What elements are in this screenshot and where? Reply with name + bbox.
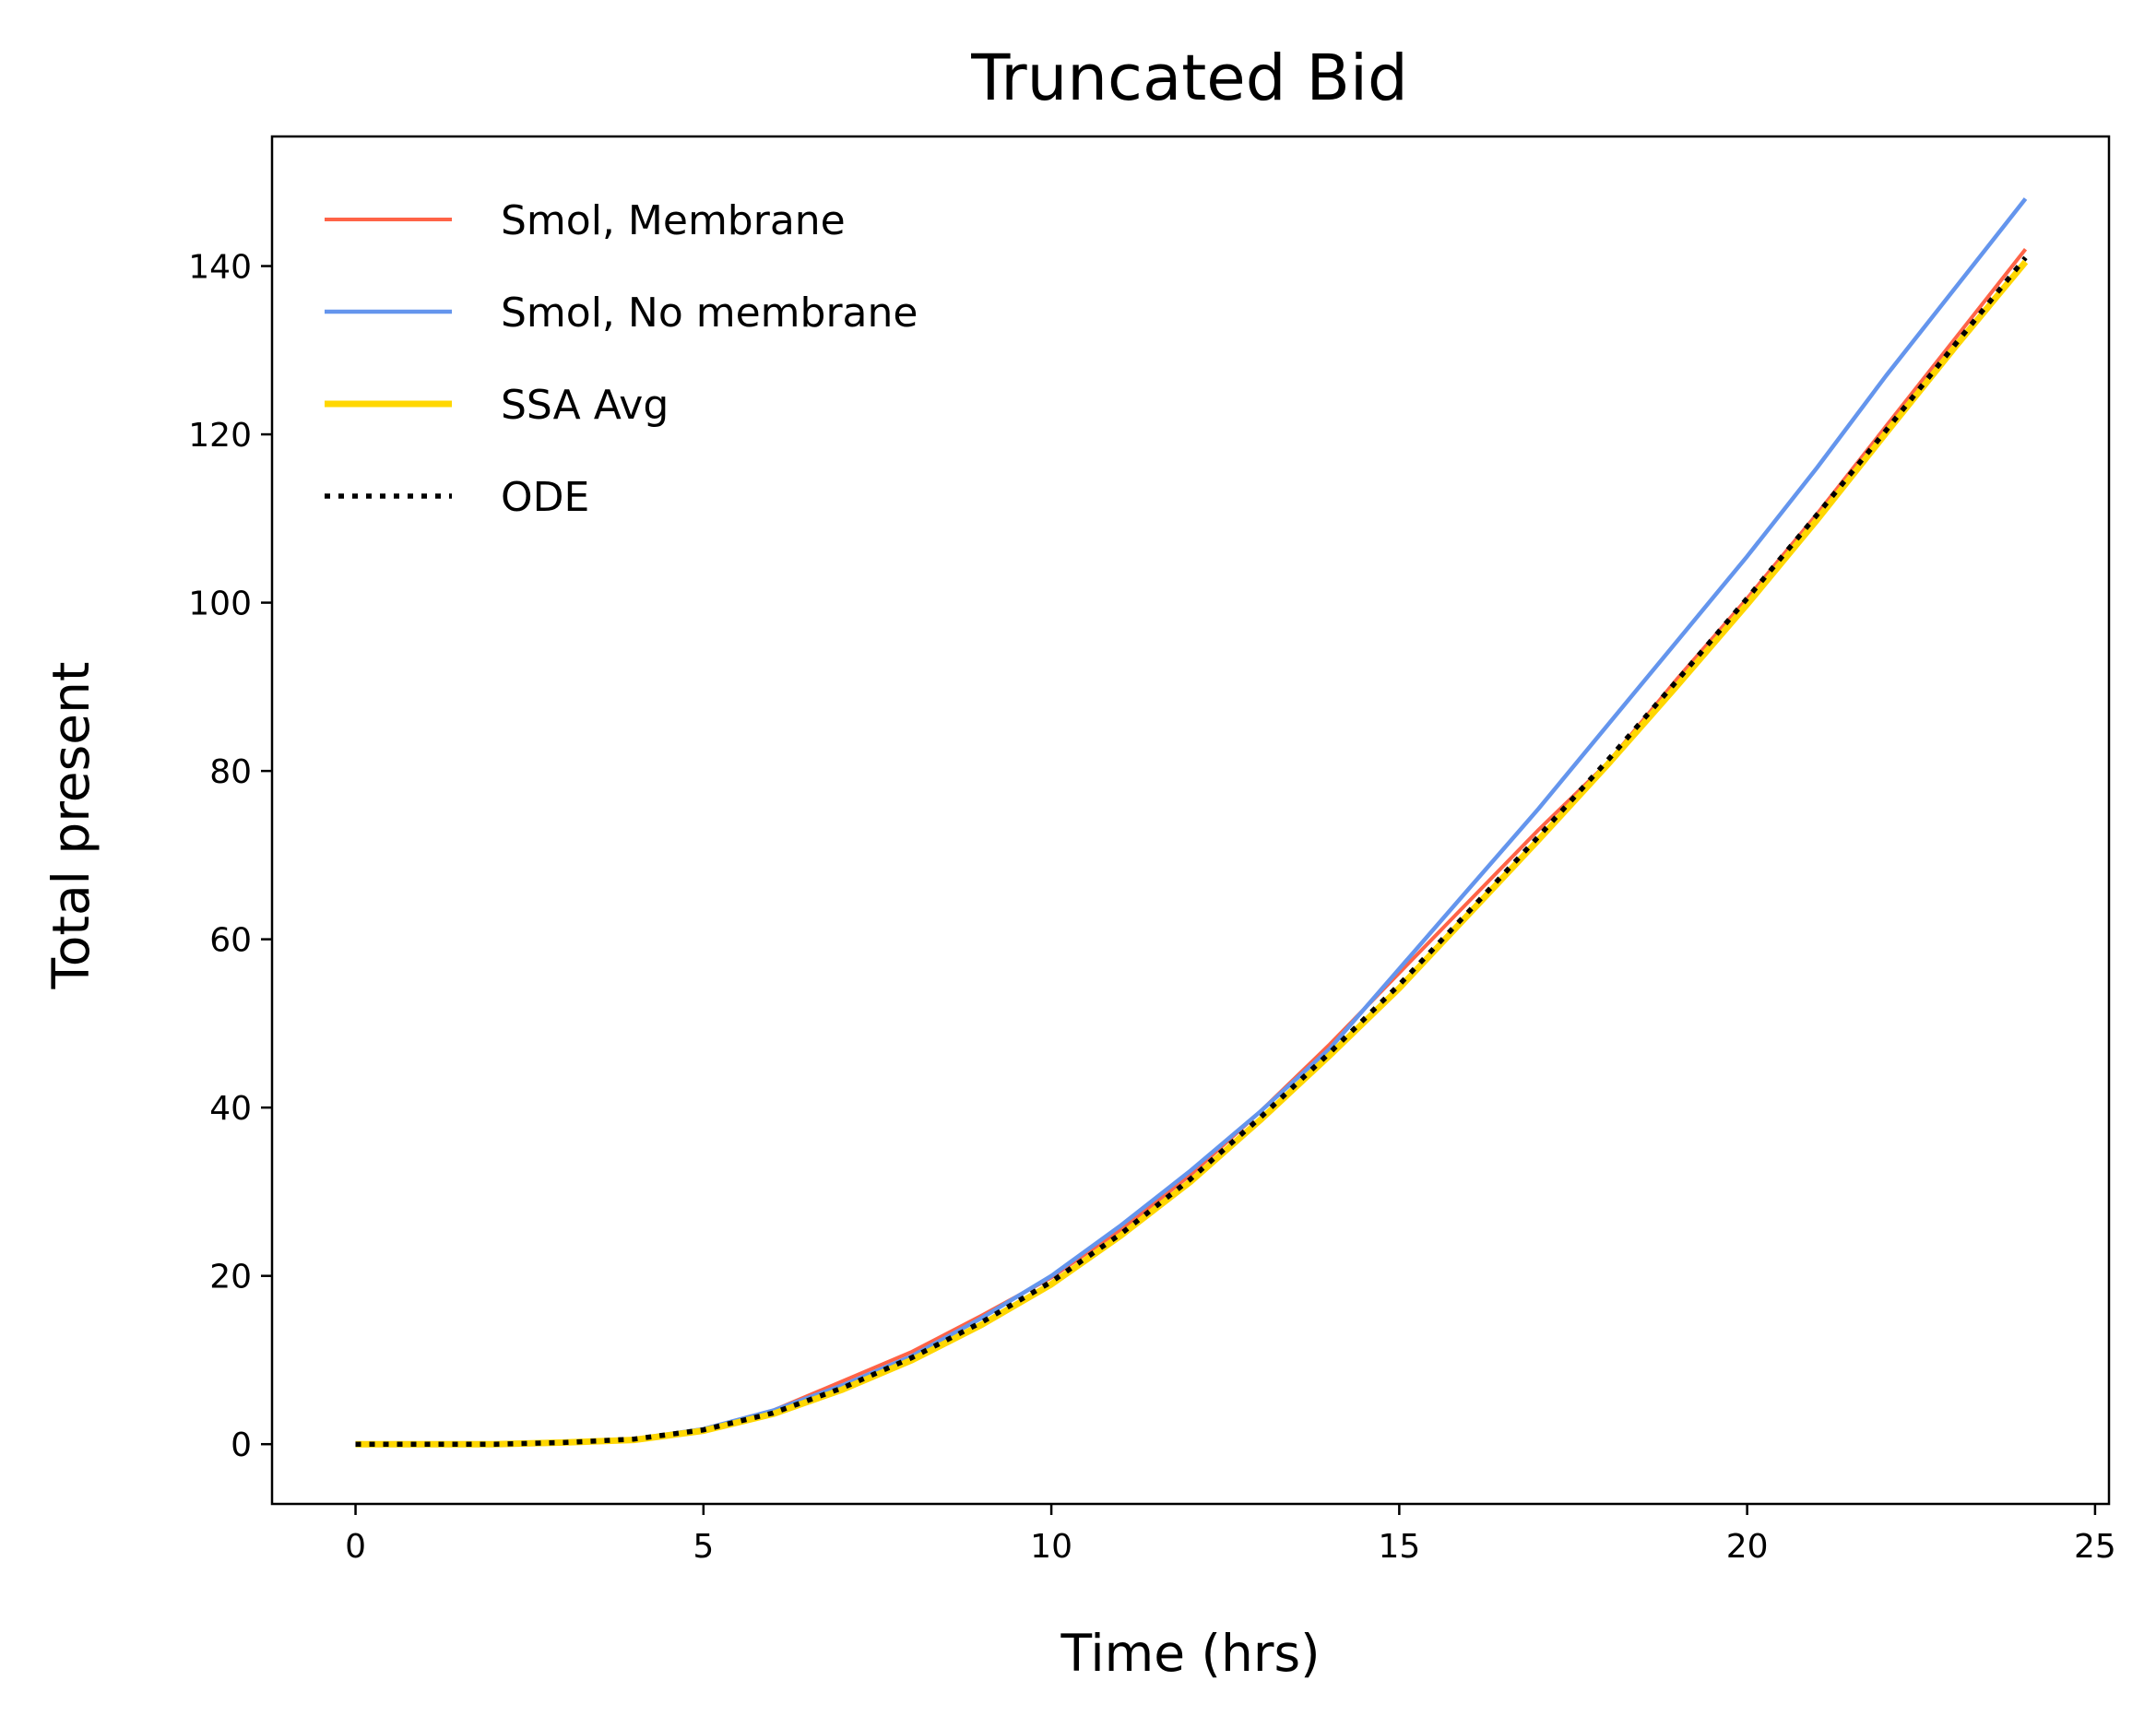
y-axis: 0 20 40 60 80 100 120 140 <box>188 249 272 1464</box>
legend-label-2: SSA Avg <box>501 382 669 429</box>
series-line-3 <box>355 255 2028 1447</box>
y-tick-label: 0 <box>231 1426 252 1464</box>
y-tick-label: 140 <box>188 249 252 287</box>
y-tick-label: 120 <box>188 417 252 455</box>
x-axis: 0 5 10 15 20 25 <box>345 1504 2116 1566</box>
chart-title: Truncated Bid <box>970 41 1408 115</box>
x-tick-label: 20 <box>1726 1528 1769 1566</box>
x-tick-label: 15 <box>1378 1528 1420 1566</box>
x-tick-label: 10 <box>1030 1528 1072 1566</box>
x-tick-label: 5 <box>693 1528 714 1566</box>
y-tick-label: 100 <box>188 586 252 623</box>
x-tick-label: 0 <box>345 1528 366 1566</box>
y-tick-label: 40 <box>209 1090 252 1128</box>
x-axis-label: Time (hrs) <box>1060 1624 1320 1683</box>
y-tick-label: 80 <box>209 753 252 791</box>
legend: Smol, Membrane Smol, No membrane SSA Avg OD… <box>325 197 918 521</box>
plot-frame <box>270 135 2111 1506</box>
x-tick-label: 25 <box>2074 1528 2116 1566</box>
y-tick-label: 20 <box>209 1259 252 1296</box>
plot-area <box>355 197 2029 1448</box>
legend-label-3: ODE <box>501 474 589 521</box>
legend-label-0: Smol, Membrane <box>501 197 846 244</box>
legend-label-1: Smol, No membrane <box>501 290 918 337</box>
y-axis-label: Total present <box>41 661 101 989</box>
y-tick-label: 60 <box>209 922 252 960</box>
